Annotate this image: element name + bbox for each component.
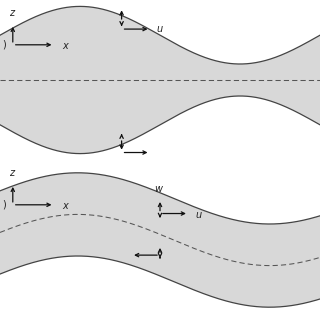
Text: x: x (62, 201, 68, 212)
Text: u: u (195, 210, 201, 220)
Text: ): ) (2, 200, 6, 210)
Text: w: w (115, 0, 123, 2)
Polygon shape (0, 6, 320, 154)
Text: x: x (62, 41, 68, 52)
Text: u: u (157, 24, 163, 34)
Text: w: w (155, 184, 163, 194)
Text: z: z (9, 168, 14, 178)
Text: z: z (9, 8, 14, 18)
Text: ): ) (2, 40, 6, 50)
Polygon shape (0, 173, 320, 307)
